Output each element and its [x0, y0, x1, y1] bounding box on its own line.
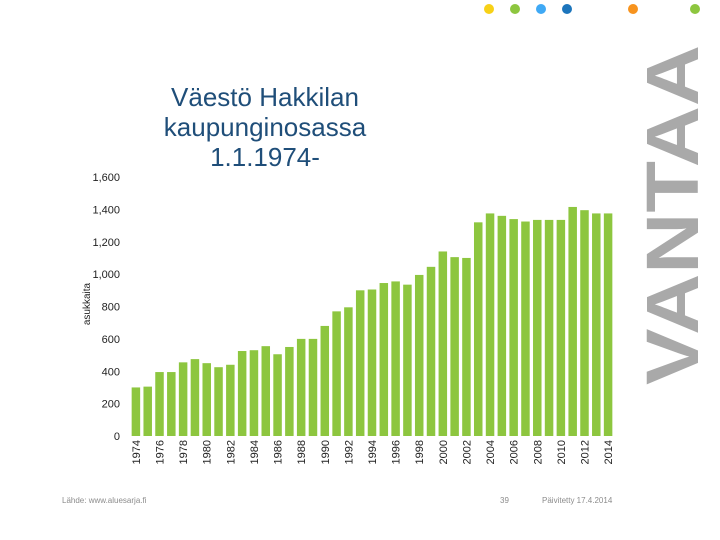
y-tick-label: 1,200 — [92, 237, 120, 249]
x-axis-tick-labels: 1974 1976 1978 1980 1982 1984 1986 1988 1990 1992… — [131, 440, 615, 464]
bar-2007 — [521, 221, 530, 436]
y-tick-label: 600 — [102, 334, 120, 346]
x-tick-label: 1976 — [155, 440, 167, 464]
bar-1978 — [178, 362, 188, 436]
chart-title-line-2: 1.1.1974- — [210, 142, 320, 172]
x-tick-label: 2014 — [603, 440, 615, 464]
x-tick-label: 2010 — [556, 440, 568, 464]
x-tick-label: 1990 — [320, 440, 332, 464]
x-tick-label: 1988 — [296, 440, 308, 464]
bar-1993 — [355, 290, 365, 436]
bar-1976 — [155, 372, 164, 436]
x-tick-label: 2000 — [438, 440, 450, 464]
bar-2003 — [473, 222, 483, 436]
y-tick-label: 1,400 — [92, 204, 120, 216]
y-tick-label: 400 — [102, 366, 120, 378]
decorative-dot — [536, 4, 546, 14]
bar-1991 — [332, 311, 341, 436]
bar-1984 — [249, 350, 259, 436]
bar-1975 — [143, 386, 152, 436]
x-tick-label: 2004 — [485, 440, 497, 464]
bar-2005 — [497, 215, 507, 436]
source-note: Lähde: www.aluesarja.fi — [62, 496, 147, 505]
y-tick-label: 0 — [114, 431, 120, 443]
bar-1995 — [379, 283, 389, 436]
bar-1974 — [131, 387, 141, 436]
bar-1988 — [296, 338, 306, 437]
bar-1986 — [273, 354, 282, 436]
y-tick-label: 200 — [102, 399, 120, 411]
bar-1994 — [367, 289, 377, 436]
x-tick-label: 1980 — [202, 440, 214, 464]
x-tick-label: 1978 — [178, 440, 190, 464]
vantaa-logo: VANTAA — [640, 45, 714, 385]
bar-1987 — [285, 346, 294, 436]
vantaa-logo-text: VANTAA — [640, 45, 714, 385]
bar-2002 — [462, 257, 471, 436]
bar-1999 — [426, 266, 436, 436]
x-tick-label: 2006 — [509, 440, 521, 464]
bar-1980 — [202, 363, 211, 436]
bar-2001 — [450, 257, 459, 436]
bar-1979 — [190, 359, 200, 436]
decorative-dot — [628, 4, 638, 14]
bar-2009 — [544, 219, 554, 436]
x-tick-label: 1992 — [343, 440, 355, 464]
chart-title-line-1: Väestö Hakkilan kaupunginosassa — [163, 82, 367, 142]
x-tick-label: 2008 — [532, 440, 544, 464]
bar-1996 — [391, 281, 400, 436]
updated-date: Päivitetty 17.4.2014 — [542, 496, 613, 505]
x-tick-label: 1982 — [225, 440, 237, 464]
bar-1992 — [344, 307, 353, 436]
x-tick-label: 2002 — [461, 440, 473, 464]
bar-2010 — [556, 219, 566, 436]
bar-2000 — [438, 251, 448, 436]
x-tick-label: 1998 — [414, 440, 426, 464]
x-tick-label: 1994 — [367, 440, 379, 464]
decorative-dot — [484, 4, 494, 14]
bar-1990 — [320, 325, 330, 436]
bar-1998 — [414, 274, 424, 436]
chart-title: Väestö Hakkilan kaupunginosassa 1.1.1974… — [80, 82, 450, 172]
y-axis-label: asukkaita — [82, 282, 93, 325]
bar-1982 — [226, 364, 235, 436]
bar-2011 — [568, 206, 577, 436]
bar-series — [131, 206, 613, 437]
bar-2013 — [592, 213, 601, 436]
decorative-dot — [510, 4, 520, 14]
bar-1981 — [214, 367, 223, 436]
bar-2008 — [533, 219, 542, 436]
bar-2006 — [509, 219, 518, 436]
x-tick-label: 1974 — [131, 440, 143, 464]
y-tick-label: 1,600 — [92, 172, 120, 184]
decorative-dot — [562, 4, 572, 14]
x-tick-label: 1986 — [273, 440, 285, 464]
bar-1983 — [237, 351, 247, 436]
page-number: 39 — [500, 496, 509, 505]
bar-2014 — [603, 213, 613, 436]
bar-1989 — [308, 338, 318, 437]
bar-1985 — [261, 346, 271, 436]
bar-2004 — [485, 213, 495, 436]
bar-1977 — [167, 372, 176, 436]
y-axis-tick-labels: 0 200 400 600 800 1,000 1,200 1,400 1,600 — [92, 172, 120, 443]
bar-1997 — [403, 284, 412, 436]
x-tick-label: 1984 — [249, 440, 261, 464]
bar-2012 — [580, 210, 589, 436]
y-tick-label: 800 — [102, 302, 120, 314]
decorative-dot — [690, 4, 700, 14]
y-tick-label: 1,000 — [92, 269, 120, 281]
x-tick-label: 1996 — [391, 440, 403, 464]
x-tick-label: 2012 — [579, 440, 591, 464]
